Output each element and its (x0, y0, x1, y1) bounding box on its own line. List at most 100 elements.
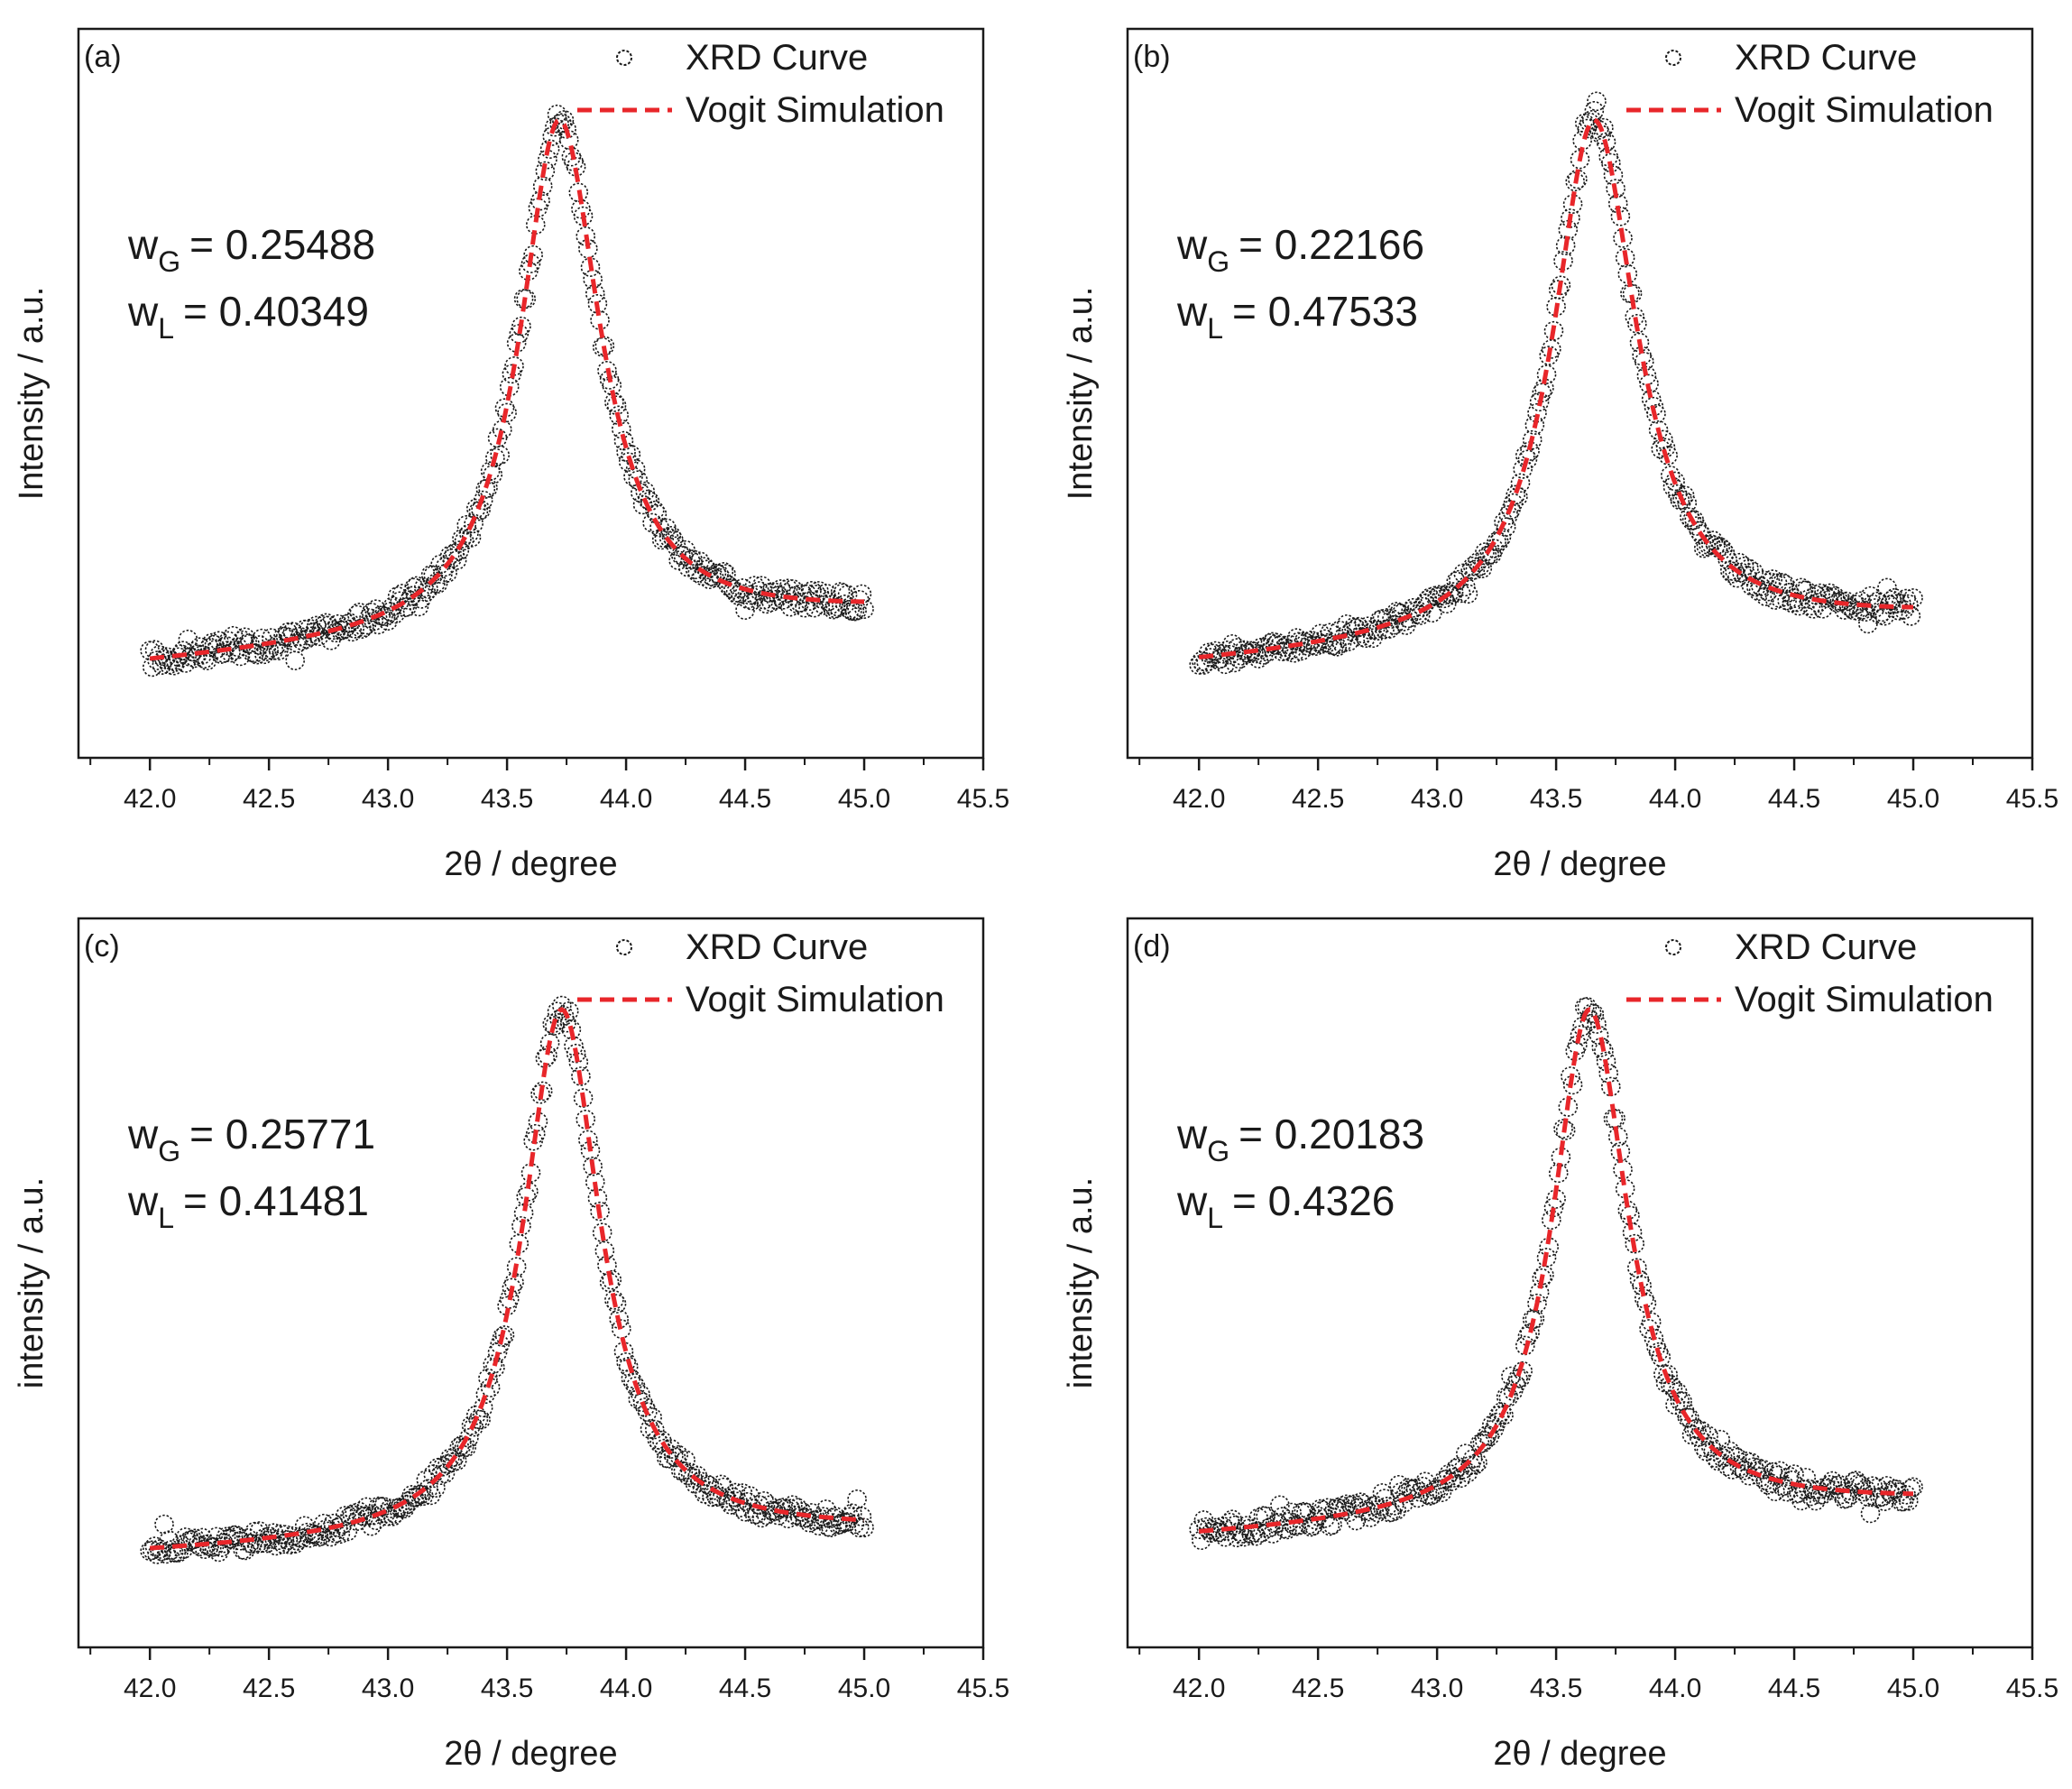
xrd-point (618, 452, 639, 472)
xrd-point (1625, 1233, 1645, 1254)
xrd-point (152, 1541, 172, 1562)
legend-entry-fit: Vogit Simulation (686, 980, 944, 1019)
xrd-point (366, 1510, 386, 1531)
xrd-point (1841, 1484, 1862, 1505)
xrd-point (1484, 539, 1505, 558)
x-tick-label: 43.5 (1530, 784, 1582, 814)
xrd-points (1189, 91, 1923, 675)
xrd-point (1577, 997, 1598, 1017)
xrd-point (1496, 517, 1516, 537)
xrd-point (1434, 1470, 1454, 1490)
x-tick-label: 44.5 (719, 784, 771, 814)
xrd-point (697, 559, 717, 580)
xrd-point (1584, 1004, 1605, 1024)
x-tick-label: 45.0 (838, 784, 890, 814)
xrd-point (169, 647, 189, 668)
annotation-value: = 0.22166 (1239, 221, 1424, 268)
xrd-point (1198, 1519, 1219, 1539)
x-tick-label: 44.5 (719, 1674, 771, 1703)
xrd-point (449, 540, 470, 560)
xrd-point (1680, 507, 1699, 527)
xrd-point (723, 1487, 743, 1508)
xrd-point (795, 597, 815, 618)
plot-frame (77, 27, 985, 760)
xrd-point (261, 1529, 281, 1549)
xrd-point (815, 583, 836, 604)
xrd-point (702, 566, 722, 586)
xrd-point (1779, 583, 1800, 603)
xrd-point (471, 1409, 491, 1430)
xrd-point (447, 550, 467, 570)
xrd-point (459, 1428, 479, 1448)
xrd-point (1469, 556, 1490, 576)
xrd-point (1893, 600, 1914, 620)
xrd-point (216, 1526, 236, 1547)
xrd-point (1717, 549, 1737, 570)
xrd-point (1488, 1405, 1509, 1425)
xrd-point (361, 1516, 382, 1536)
xrd-point (558, 1001, 579, 1021)
xrd-point (149, 1539, 170, 1559)
xrd-point (359, 608, 379, 628)
xrd-point (447, 1451, 467, 1471)
x-tick-label: 44.0 (1649, 784, 1701, 814)
y-axis-label: intensity / a.u. (13, 1177, 51, 1388)
xrd-point (1648, 1342, 1669, 1362)
xrd-point (1503, 493, 1524, 513)
annotation-value: = 0.4326 (1232, 1177, 1395, 1224)
annotation-wL: wL = 0.47533 (1176, 288, 1418, 345)
legend: XRD Curve Vogit Simulation (577, 927, 944, 1019)
x-axis-label: 2θ / degree (444, 845, 617, 883)
xrd-point (378, 611, 398, 632)
y-axis-label: Intensity / a.u. (13, 287, 51, 501)
xrd-point (1343, 617, 1364, 637)
xrd-point (814, 595, 833, 615)
xrd-point (1806, 1490, 1826, 1511)
xrd-point (1620, 283, 1640, 304)
xrd-point (178, 629, 198, 650)
voigt-fit-line (1198, 117, 1914, 659)
panel-c: 42.0 42.5 43.0 43.5 44.0 44.5 45.0 45.5 2θ / deg… (13, 917, 1009, 1773)
voigt-fit-line (149, 117, 864, 661)
xrd-point (840, 600, 860, 620)
xrd-point (207, 1526, 226, 1547)
annotation-value: = 0.47533 (1232, 288, 1418, 335)
xrd-point (483, 1354, 503, 1375)
annotation-symbol: w (127, 288, 159, 335)
annotation-wL: wL = 0.41481 (127, 1177, 369, 1234)
x-tick-label: 43.5 (481, 1674, 533, 1703)
xrd-point (1246, 643, 1266, 664)
legend: XRD Curve Vogit Simulation (577, 38, 944, 130)
xrd-point (411, 1484, 431, 1505)
xrd-point (1265, 1514, 1285, 1535)
xrd-point (311, 1526, 332, 1546)
xrd-point (1218, 1520, 1238, 1541)
xrd-point (1272, 641, 1293, 661)
xrd-point (1368, 1502, 1387, 1523)
xrd-point (644, 1419, 665, 1440)
xrd-point (173, 641, 193, 660)
legend-entry-fit: Vogit Simulation (1735, 980, 1994, 1019)
xrd-point (1587, 91, 1607, 112)
xrd-point (1800, 1486, 1821, 1507)
xrd-point (511, 1216, 531, 1236)
xrd-point (773, 1498, 794, 1517)
width-annotations: wG = 0.25771 wL = 0.41481 (127, 1111, 375, 1234)
xrd-point (566, 1043, 586, 1064)
xrd-point (821, 595, 841, 615)
xrd-point (697, 1474, 717, 1495)
x-axis: 42.0 42.5 43.0 43.5 44.0 44.5 45.0 45.5 (89, 758, 1009, 814)
xrd-point (1458, 584, 1478, 604)
xrd-point (1819, 1475, 1840, 1495)
xrd-point (1231, 646, 1252, 666)
xrd-point (642, 512, 662, 533)
xrd-point (1289, 1515, 1309, 1535)
xrd-point (638, 1402, 658, 1422)
xrd-point (318, 615, 338, 636)
xrd-point (1510, 473, 1531, 493)
x-tick-label: 43.0 (362, 784, 414, 814)
annotation-wG: wG = 0.25771 (127, 1111, 375, 1167)
voigt-fit-line (150, 1007, 865, 1551)
xrd-point (1522, 429, 1542, 450)
